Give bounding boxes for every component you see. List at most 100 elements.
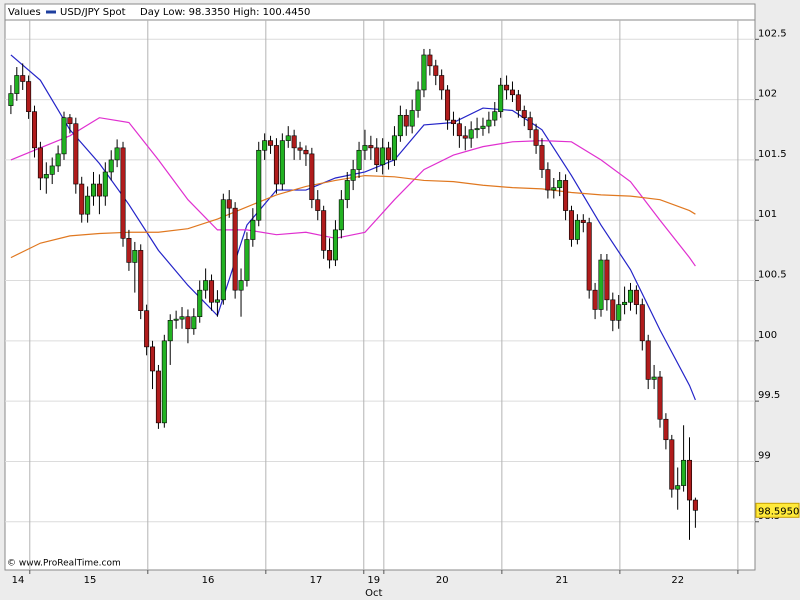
candle-body	[43, 174, 49, 179]
last-price-label: 98.5950	[758, 506, 799, 517]
candle-body	[397, 114, 403, 137]
candle-body	[368, 145, 374, 149]
candle-body	[20, 75, 26, 82]
candle-body	[49, 165, 55, 175]
candle-body	[439, 75, 445, 91]
candle-body	[108, 159, 114, 173]
candle-body	[279, 140, 285, 185]
subtitle: Day Low: 98.3350 High: 100.4450	[140, 7, 310, 18]
candle-body	[362, 145, 368, 151]
candle-body	[633, 289, 639, 305]
candle-body	[102, 171, 108, 197]
candle-body	[356, 149, 362, 170]
x-tick-label: 22	[671, 575, 684, 586]
y-tick-label: 99	[758, 450, 771, 461]
candle-body	[37, 147, 43, 179]
candle-body	[586, 222, 592, 291]
candle-body	[73, 123, 79, 185]
x-tick-label: 19	[367, 575, 380, 586]
source: © www.ProRealTime.com	[7, 559, 121, 569]
candle-body	[521, 110, 527, 118]
candle-body	[468, 129, 474, 139]
y-tick-label: 101.5	[758, 149, 787, 160]
candle-body	[120, 147, 126, 239]
candle-body	[445, 89, 451, 121]
candle-body	[681, 459, 687, 486]
candle-body	[657, 376, 663, 420]
candle-body	[138, 250, 144, 311]
candle-body	[161, 340, 167, 424]
month-label: Oct	[365, 588, 382, 599]
candle-body	[574, 219, 580, 240]
candle-body	[675, 485, 681, 490]
candle-body	[627, 289, 634, 303]
candle-body	[126, 238, 132, 263]
candle-body	[515, 94, 521, 111]
candle-body	[303, 149, 309, 155]
candle-body	[474, 128, 480, 131]
candle-body	[598, 259, 604, 310]
candle-body	[380, 147, 386, 166]
candle-body	[238, 280, 244, 291]
y-tick-label: 100	[758, 330, 777, 341]
candle-body	[309, 153, 315, 201]
candle-body	[262, 140, 268, 151]
candle-body	[167, 320, 173, 342]
header-label: Values	[8, 7, 41, 18]
candle-body	[214, 299, 220, 303]
candle-body	[338, 199, 344, 231]
candle-body	[557, 180, 563, 188]
candle-body	[256, 149, 262, 221]
candle-body	[344, 180, 350, 201]
last-price-box	[755, 502, 800, 518]
candle-body	[545, 169, 551, 191]
candle-body	[669, 439, 675, 490]
candle-body	[132, 250, 138, 263]
plot-area	[4, 3, 756, 571]
candle-body	[427, 54, 433, 67]
candle-body	[480, 125, 486, 129]
candle-body	[551, 187, 557, 191]
candle-body	[203, 280, 209, 291]
candle-body	[456, 123, 462, 137]
legend-label: USD/JPY Spot	[60, 7, 126, 18]
candle-body	[421, 54, 427, 91]
candle-body	[26, 81, 32, 112]
x-tick-label: 16	[202, 575, 215, 586]
candle-body	[185, 316, 191, 330]
candle-body	[315, 199, 321, 211]
candle-body	[610, 299, 616, 321]
candle-body	[509, 89, 515, 96]
candle-body	[291, 135, 297, 149]
candle-body	[533, 129, 539, 146]
candle-body	[268, 140, 274, 146]
candle-body	[285, 135, 291, 141]
candles	[8, 48, 698, 540]
moving-average	[10, 117, 696, 267]
candle-body	[563, 180, 569, 211]
candle-body	[498, 84, 504, 112]
candle-body	[433, 65, 439, 76]
candle-body	[415, 89, 421, 111]
candle-body	[580, 219, 586, 223]
candle-body	[85, 195, 91, 215]
x-tick-label: 14	[12, 575, 25, 586]
candle-body	[651, 376, 657, 380]
candle-body	[220, 199, 226, 301]
candle-body	[492, 111, 498, 121]
candle-body	[692, 499, 698, 511]
x-tick-label: 15	[84, 575, 97, 586]
x-tick-label: 20	[436, 575, 449, 586]
candle-body	[155, 370, 161, 424]
y-tick-label: 102.5	[758, 28, 787, 39]
y-tick-label: 99.5	[758, 390, 780, 401]
candle-body	[197, 289, 203, 318]
x-tick-label: 21	[556, 575, 569, 586]
grid	[5, 20, 755, 570]
candle-body	[639, 304, 645, 342]
candle-body	[191, 316, 197, 330]
candle-body	[391, 135, 397, 161]
candle-body	[144, 310, 150, 348]
